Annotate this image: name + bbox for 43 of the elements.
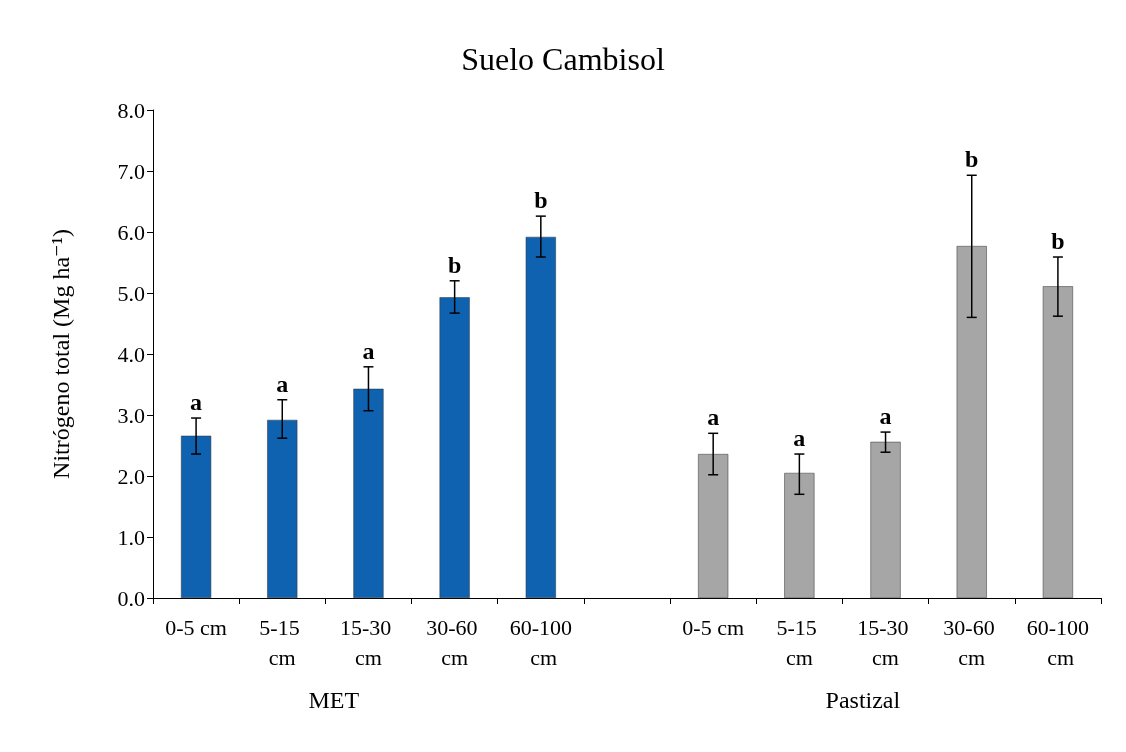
y-tick-label: 8.0	[117, 97, 145, 123]
x-tick-label: 5-15 cm	[776, 614, 823, 670]
data-label: b	[1051, 228, 1065, 255]
y-tick-label: 1.0	[117, 524, 145, 550]
x-tick-label: 5-15 cm	[259, 614, 306, 670]
bar	[439, 297, 470, 598]
x-tick-label: 60-100 cm	[509, 614, 572, 670]
data-label: b	[534, 187, 548, 214]
chart-title: Suelo Cambisol	[461, 41, 665, 77]
y-tick-label: 5.0	[117, 280, 145, 306]
data-label: b	[447, 251, 462, 278]
text: Pastizal	[825, 687, 901, 713]
data-label: b	[965, 146, 979, 173]
y-axis-title: Nitrógeno total (Mg ha⁻¹)	[48, 229, 74, 479]
x-tick-label: 0-5 cm	[165, 614, 227, 640]
x-tick-label: 30-60 cm	[943, 614, 1001, 670]
y-tick-label: 0.0	[117, 585, 145, 611]
bar	[267, 419, 298, 598]
x-tick-label: 30-60 cm	[426, 614, 484, 670]
data-label: a	[276, 370, 289, 397]
bar	[1042, 286, 1073, 598]
bar	[525, 236, 556, 598]
x-tick-label: 15-30 cm	[857, 614, 914, 670]
data-label: a	[793, 425, 806, 452]
bar	[784, 472, 815, 598]
x-tick-label: 0-5 cm	[682, 614, 745, 640]
bar	[956, 246, 987, 598]
data-label: a	[190, 389, 203, 416]
x-tick-label: 60-100 cm	[1026, 614, 1090, 670]
bar	[181, 435, 212, 598]
bar	[353, 388, 384, 598]
y-tick-label: 7.0	[117, 158, 145, 184]
data-label: a	[362, 337, 375, 364]
bar	[698, 454, 729, 598]
data-label: a	[707, 404, 720, 431]
x-tick-label: 15-30 cm	[340, 614, 397, 670]
y-tick-label: 4.0	[117, 341, 145, 367]
data-label: a	[879, 403, 892, 430]
text: MET	[308, 687, 360, 713]
y-tick-label: 2.0	[117, 463, 145, 489]
y-tick-label: 3.0	[117, 402, 145, 428]
bar	[870, 441, 901, 598]
y-tick-label: 6.0	[117, 219, 145, 245]
